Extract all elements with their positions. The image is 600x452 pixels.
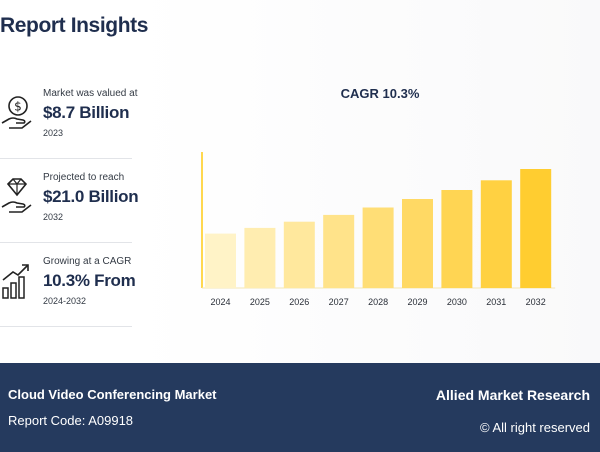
stat-cagr: Growing at a CAGR 10.3% From 2024-2032 xyxy=(0,242,136,327)
report-insights-panel: Report Insights $ Market was valued at $… xyxy=(0,0,600,363)
growth-chart-icon xyxy=(2,264,29,299)
stat-label: Projected to reach xyxy=(43,172,125,183)
report-code: Report Code: A09918 xyxy=(8,413,134,428)
bar-2029 xyxy=(402,199,433,288)
bar-2025 xyxy=(244,227,276,288)
x-tick-label: 2031 xyxy=(486,297,506,307)
market-name: Cloud Video Conferencing Market xyxy=(8,387,217,402)
stat-year: 2023 xyxy=(43,128,64,138)
bar-2032 xyxy=(520,169,552,288)
stat-year: 2024-2032 xyxy=(43,296,87,306)
brand-name: Allied Market Research xyxy=(435,387,590,403)
stat-label: Growing at a CAGR xyxy=(43,256,132,267)
stat-value: $8.7 Billion xyxy=(43,103,130,122)
copyright-text: © All right reserved xyxy=(479,420,590,435)
x-tick-label: 2027 xyxy=(329,297,349,307)
x-tick-label: 2026 xyxy=(289,297,309,307)
footer-bar: Cloud Video Conferencing Market Report C… xyxy=(0,363,600,452)
svg-text:$: $ xyxy=(14,100,22,114)
stat-label: Market was valued at xyxy=(43,88,138,99)
bar-2028 xyxy=(362,207,394,288)
money-hand-icon: $ xyxy=(1,96,32,129)
x-tick-label: 2032 xyxy=(526,297,546,307)
x-tick-label: 2025 xyxy=(250,297,270,307)
bar-2026 xyxy=(283,221,315,288)
bar-2024 xyxy=(205,233,236,288)
page-title: Report Insights xyxy=(0,14,149,37)
chart-title: CAGR 10.3% xyxy=(340,86,420,101)
bar-2030 xyxy=(441,190,473,288)
stat-value: 10.3% From xyxy=(43,271,136,290)
x-tick-label: 2029 xyxy=(407,297,427,307)
x-tick-label: 2024 xyxy=(210,297,230,307)
x-tick-label: 2030 xyxy=(447,297,467,307)
stat-market-value: $ Market was valued at $8.7 Billion 2023 xyxy=(0,74,138,159)
x-tick-label: 2028 xyxy=(368,297,388,307)
stat-projected-value: Projected to reach $21.0 Billion 2032 xyxy=(0,158,139,243)
stat-value: $21.0 Billion xyxy=(43,187,139,206)
diamond-hand-icon xyxy=(1,178,32,213)
bar-chart: 2024 2025 2026 2027 2028 2029 2030 2031 2032 xyxy=(201,152,556,307)
bar-2027 xyxy=(323,214,355,288)
bar-2031 xyxy=(480,180,512,288)
stat-year: 2032 xyxy=(43,212,64,222)
